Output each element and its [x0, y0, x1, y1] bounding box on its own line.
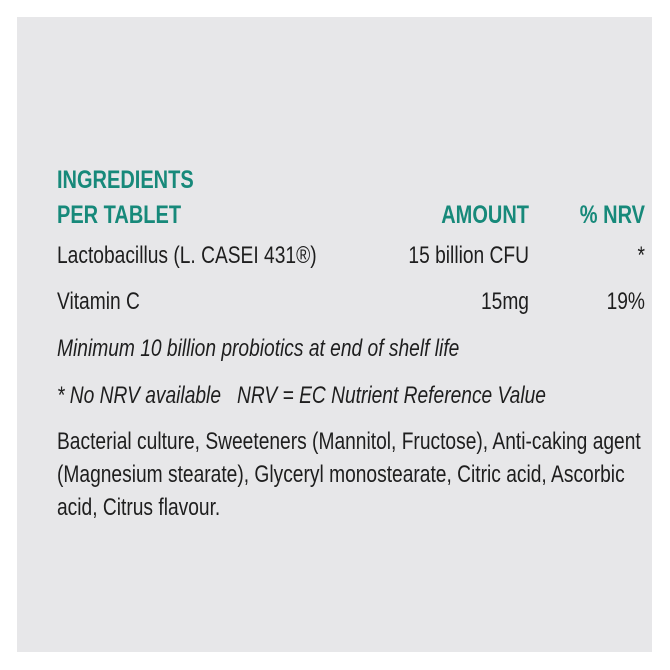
- ingredient-name: Vitamin C: [57, 288, 140, 315]
- nutrition-table: INGREDIENTS PER TABLET AMOUNT % NRV Lact…: [57, 163, 645, 524]
- ingredient-amount: 15 billion CFU: [408, 242, 529, 269]
- label-panel: INGREDIENTS PER TABLET AMOUNT % NRV Lact…: [17, 17, 652, 652]
- shelf-life-note: Minimum 10 billion probiotics at end of …: [57, 334, 460, 362]
- header-title-line1: INGREDIENTS: [57, 166, 194, 194]
- ingredient-amount: 15mg: [480, 288, 529, 315]
- ingredients-list: Bacterial culture, Sweeteners (Mannitol,…: [57, 428, 641, 521]
- table-row: Lactobacillus (L. CASEI 431®) 15 billion…: [57, 233, 645, 279]
- nrv-note: * No NRV available NRV = EC Nutrient Ref…: [57, 381, 546, 409]
- ingredient-nrv: 19%: [606, 288, 645, 315]
- ingredient-nrv: *: [637, 242, 645, 269]
- header-amount: AMOUNT: [441, 201, 529, 229]
- header-title-line2: PER TABLET: [57, 201, 182, 229]
- header-row: PER TABLET AMOUNT % NRV: [57, 198, 645, 233]
- header-nrv: % NRV: [579, 201, 645, 229]
- table-row: Vitamin C 15mg 19%: [57, 279, 645, 325]
- ingredient-name: Lactobacillus (L. CASEI 431®): [57, 242, 317, 269]
